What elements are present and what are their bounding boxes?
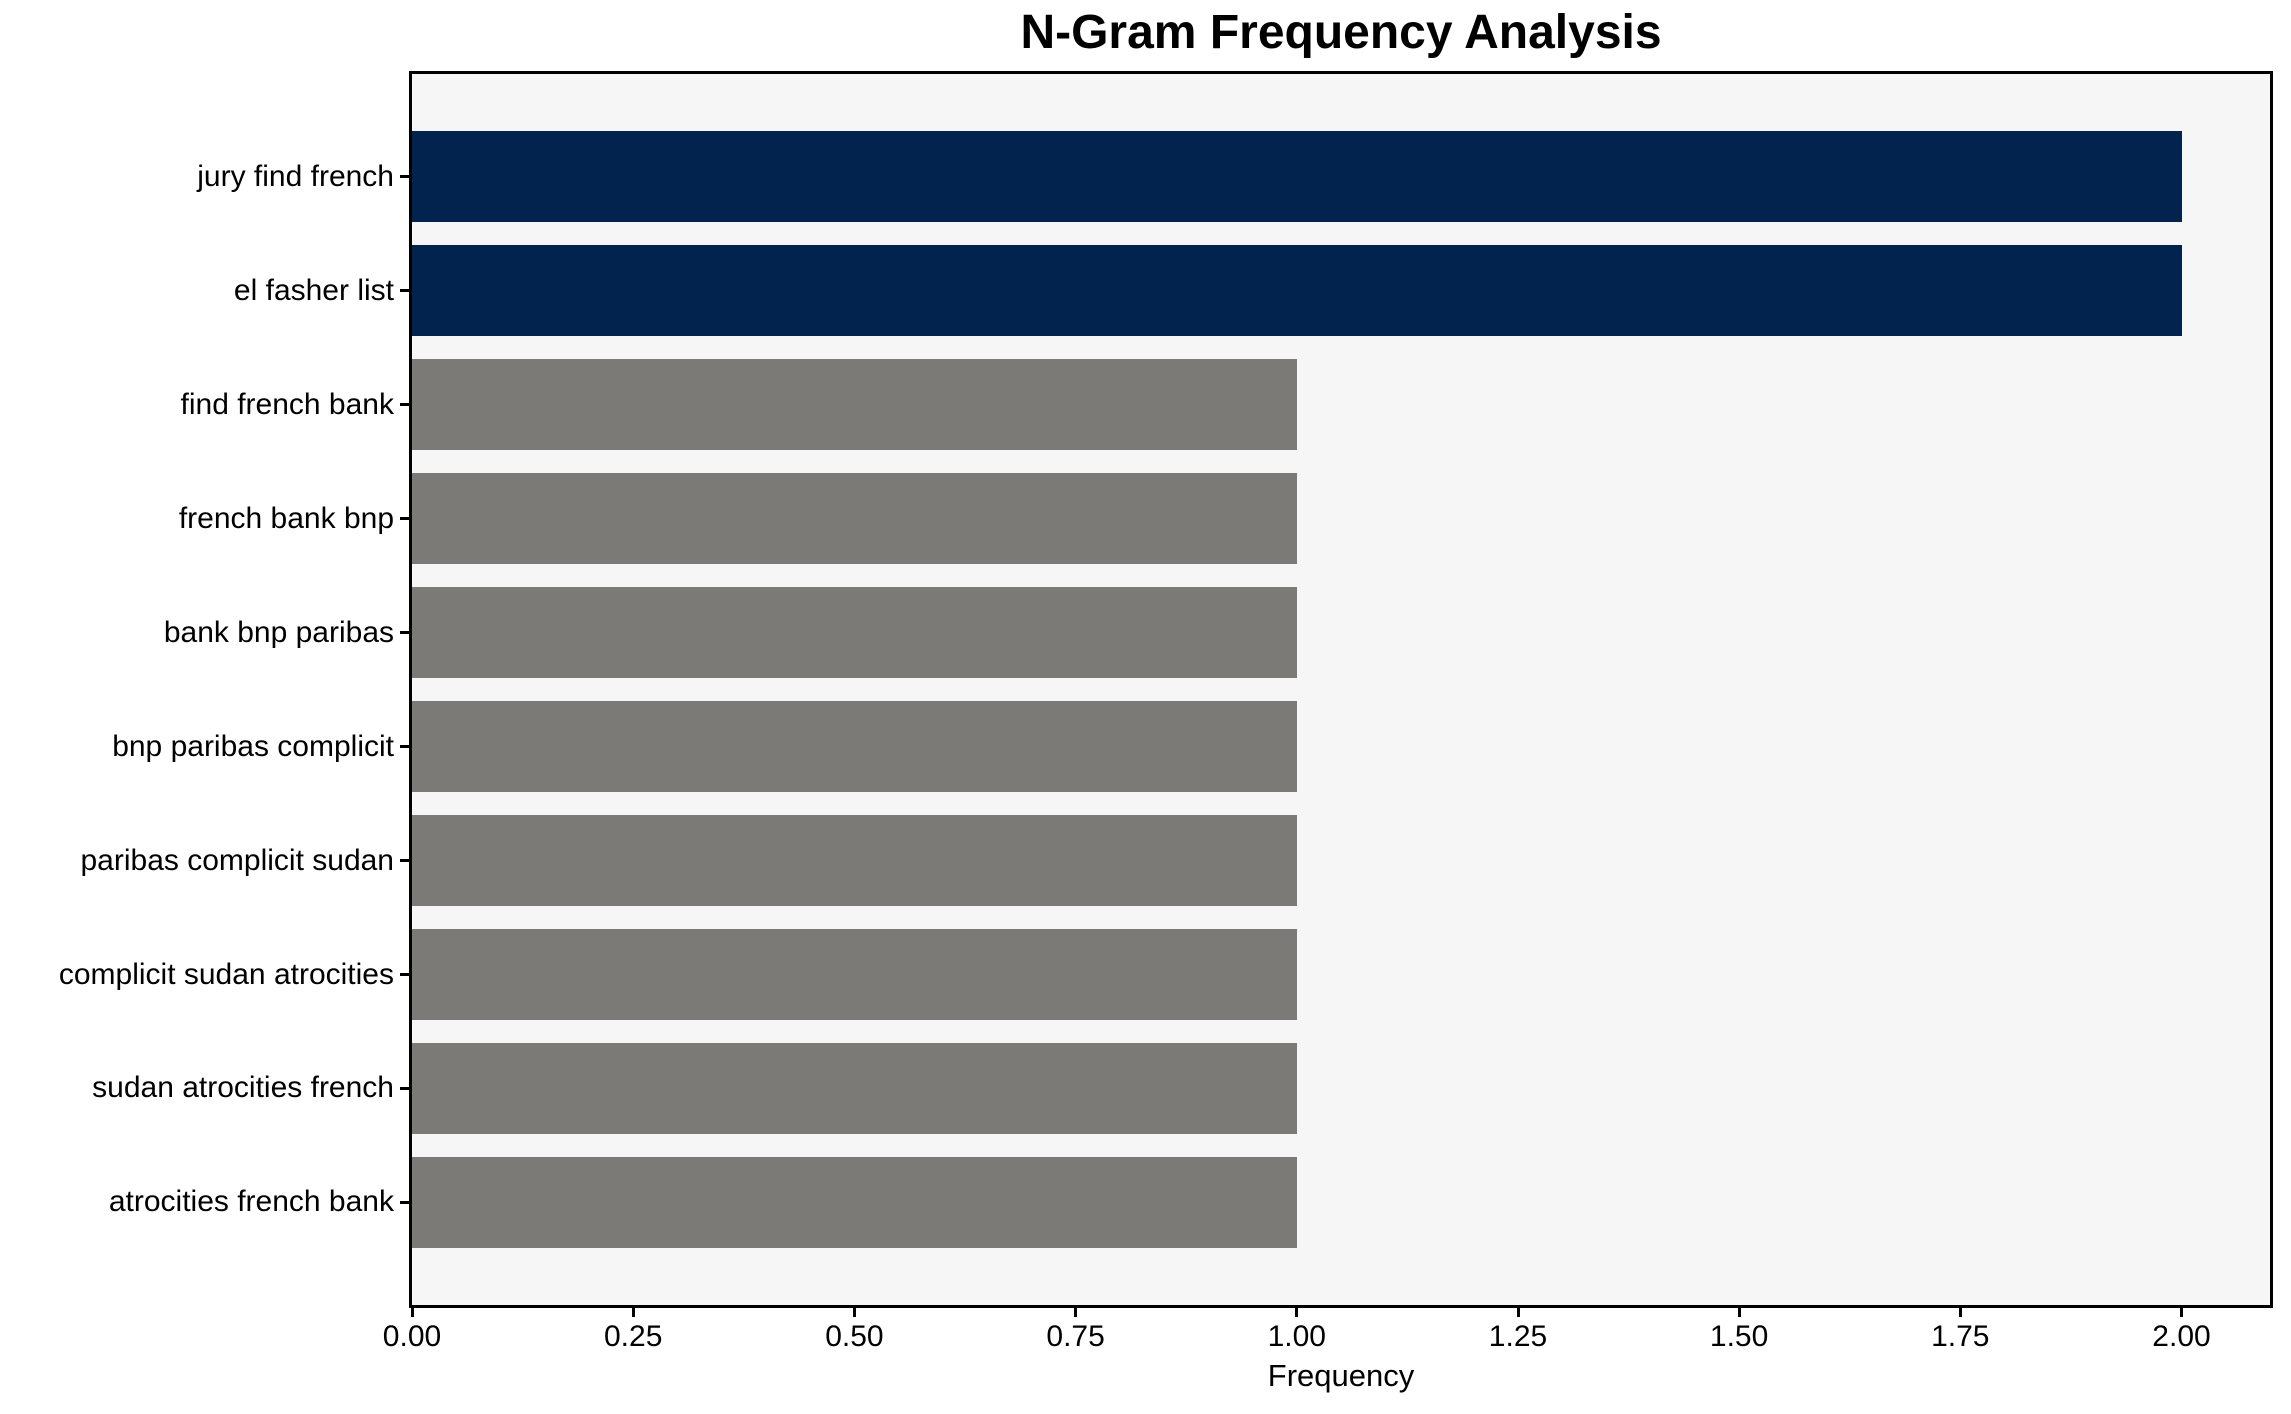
x-tick-mark — [1295, 1305, 1299, 1317]
x-tick-label-1.50: 1.50 — [1709, 1320, 1769, 1353]
x-tick-label-1.00: 1.00 — [1267, 1320, 1326, 1353]
x-tick-mark — [1958, 1305, 1962, 1317]
y-tick-label-jury-find-french: jury find french — [197, 159, 394, 193]
x-tick-mark — [2180, 1305, 2183, 1317]
bar-bnp-paribas-complicit — [412, 700, 1297, 793]
x-tick-label-0.00: 0.00 — [382, 1320, 442, 1353]
y-tick-label-atrocities-french-bank: atrocities french bank — [108, 1185, 394, 1219]
y-tick-mark — [400, 517, 412, 520]
x-tick-mark — [1074, 1305, 1078, 1317]
plot-area — [409, 71, 2273, 1308]
x-tick-label-1.25: 1.25 — [1488, 1320, 1548, 1353]
y-tick-mark — [400, 1086, 412, 1090]
chart-title: N-Gram Frequency Analysis — [1020, 6, 1662, 59]
x-tick-label-2.00: 2.00 — [2152, 1320, 2211, 1353]
x-tick-mark — [852, 1305, 856, 1317]
x-tick-label-0.75: 0.75 — [1046, 1320, 1105, 1353]
y-tick-label-el-fasher-list: el fasher list — [233, 273, 394, 307]
y-tick-mark — [400, 973, 412, 976]
x-tick-mark — [631, 1305, 635, 1317]
y-tick-mark — [400, 745, 412, 748]
bar-sudan-atrocities-french — [412, 1042, 1297, 1134]
y-tick-label-french-bank-bnp: french bank bnp — [178, 501, 394, 535]
bar-complicit-sudan-atrocities — [412, 928, 1297, 1021]
bar-bank-bnp-paribas — [412, 586, 1297, 679]
x-tick-label-0.50: 0.50 — [825, 1320, 884, 1353]
x-tick-label-1.75: 1.75 — [1931, 1320, 1990, 1353]
x-tick-label-0.25: 0.25 — [603, 1320, 663, 1353]
y-tick-mark — [400, 289, 412, 293]
bar-find-french-bank — [412, 359, 1297, 451]
y-tick-label-paribas-complicit-sudan: paribas complicit sudan — [80, 843, 395, 877]
y-tick-label-bank-bnp-paribas: bank bnp paribas — [163, 615, 394, 649]
y-tick-mark — [400, 631, 412, 634]
y-tick-mark — [400, 859, 412, 862]
bar-el-fasher-list — [412, 245, 2182, 337]
y-tick-mark — [400, 175, 412, 179]
y-tick-mark — [400, 403, 412, 406]
bar-jury-find-french — [412, 131, 2182, 223]
bar-french-bank-bnp — [412, 472, 1297, 565]
y-tick-label-complicit-sudan-atrocities: complicit sudan atrocities — [58, 957, 394, 991]
y-tick-mark — [400, 1200, 412, 1204]
y-tick-label-sudan-atrocities-french: sudan atrocities french — [92, 1071, 394, 1105]
x-tick-mark — [1737, 1305, 1741, 1317]
x-axis-label: Frequency — [1267, 1358, 1415, 1393]
bar-atrocities-french-bank — [412, 1156, 1297, 1248]
x-tick-mark — [410, 1305, 414, 1317]
y-tick-label-find-french-bank: find french bank — [180, 387, 394, 421]
y-tick-label-bnp-paribas-complicit: bnp paribas complicit — [112, 729, 394, 763]
bar-paribas-complicit-sudan — [412, 814, 1297, 907]
x-tick-mark — [1516, 1305, 1520, 1317]
